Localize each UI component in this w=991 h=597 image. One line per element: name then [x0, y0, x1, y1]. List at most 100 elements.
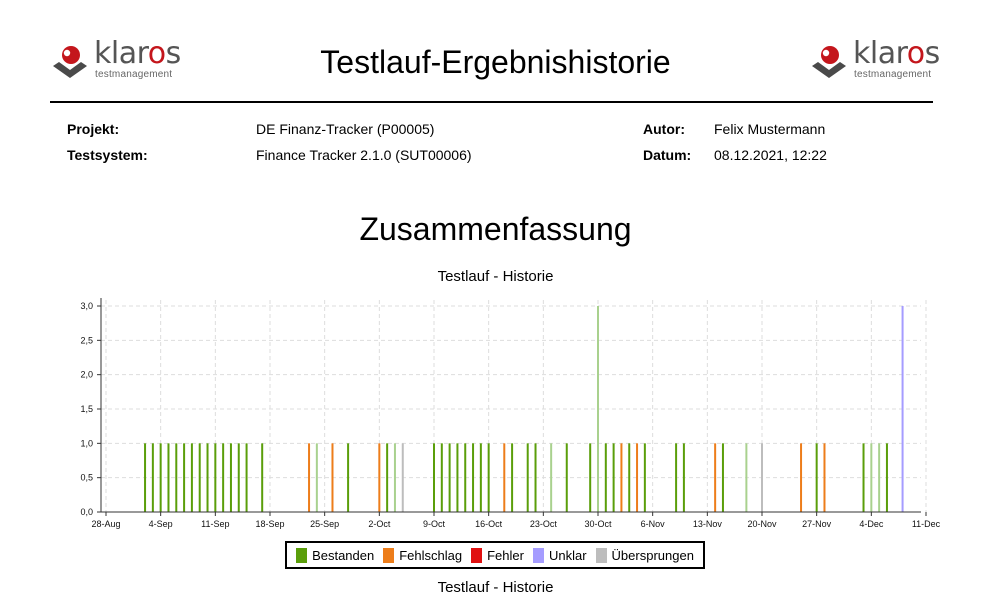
bar-2021-11-05 [643, 443, 646, 512]
logo-subtitle: testmanagement [854, 69, 932, 80]
page-title: Testlauf-Ergebnishistorie [320, 44, 671, 80]
bar-2021-10-18 [503, 443, 506, 512]
klaros-logo-mark-icon [812, 46, 846, 78]
datum-label: Datum: [643, 147, 692, 163]
logo-brand-text: klaros [853, 36, 940, 71]
bar-2021-11-02 [620, 443, 623, 512]
testsystem-value: Finance Tracker 2.1.0 (SUT00006) [256, 147, 472, 163]
bar-2021-09-13 [229, 443, 232, 512]
x-tick-label: 4-Dec [859, 519, 884, 529]
autor-label: Autor: [643, 121, 685, 137]
x-tick-label: 13-Nov [693, 519, 723, 529]
projekt-value: DE Finanz-Tracker (P00005) [256, 121, 435, 137]
bar-2021-10-14 [472, 443, 475, 512]
bar-2021-11-18 [745, 443, 748, 512]
x-tick-label: 11-Dec [912, 519, 941, 529]
chart-axes: 0,0 0,5 1,0 1,5 2,0 2,5 3,0 28-Aug 4-Sep 11-Sep 18… [80, 298, 941, 529]
x-tick-label: 11-Sep [201, 519, 229, 529]
bar-2021-10-22 [534, 443, 537, 512]
bar-2021-09-11 [214, 443, 217, 512]
y-tick-label: 1,5 [80, 404, 93, 414]
y-tick-label: 3,0 [80, 301, 93, 311]
legend-item-unklar: Unklar [532, 547, 587, 563]
bar-2021-11-09 [675, 443, 678, 512]
legend-item-bestanden: Bestanden [296, 547, 375, 563]
bar-2021-09-10 [206, 443, 209, 512]
bar-2021-11-01 [612, 443, 615, 512]
klaros-logo-right: klaros testmanagement [809, 36, 949, 82]
legend-swatch [532, 547, 544, 563]
testsystem-label: Testsystem: [67, 147, 148, 163]
x-tick-label: 30-Oct [584, 519, 612, 529]
bar-2021-09-12 [222, 443, 225, 512]
bar-2021-11-27 [815, 443, 818, 512]
x-tick-label: 25-Sep [310, 519, 339, 529]
bar-2021-09-06 [175, 443, 178, 512]
x-tick-label: 23-Oct [530, 519, 558, 529]
legend-swatch [595, 547, 607, 563]
bar-2021-10-11 [448, 443, 451, 512]
y-tick-label: 0,5 [80, 473, 93, 483]
datum-value: 08.12.2021, 12:22 [714, 147, 827, 163]
bar-2021-09-17 [261, 443, 264, 512]
bar-2021-12-04 [870, 443, 873, 512]
bar-2021-10-12 [456, 443, 459, 512]
bar-2021-09-24 [315, 443, 318, 512]
chart-legend: Bestanden Fehlschlag Fehler Unklar Übers… [285, 541, 705, 569]
bar-2021-12-08 [901, 306, 904, 512]
legend-swatch [471, 547, 483, 563]
bar-2021-10-24 [550, 443, 553, 512]
bar-2021-12-05 [878, 443, 881, 512]
x-tick-label: 16-Oct [475, 519, 503, 529]
bar-2021-10-29 [589, 443, 592, 512]
bar-2021-09-23 [308, 443, 311, 512]
bar-2021-09-28 [347, 443, 350, 512]
y-tick-label: 2,5 [80, 335, 93, 345]
klaros-logo-mark-icon [53, 46, 87, 78]
bar-2021-10-13 [464, 443, 467, 512]
legend-item-uebersprungen: Übersprungen [595, 547, 694, 563]
bar-2021-09-04 [159, 443, 162, 512]
x-tick-label: 6-Nov [641, 519, 666, 529]
bar-2021-11-03 [628, 443, 631, 512]
bar-2021-10-02 [378, 443, 381, 512]
x-tick-label: 20-Nov [747, 519, 777, 529]
bar-2021-09-05 [167, 443, 170, 512]
history-bar-chart: 0,0 0,5 1,0 1,5 2,0 2,5 3,0 28-Aug 4-Sep 11-Sep 18… [80, 298, 941, 529]
x-tick-label: 27-Nov [802, 519, 832, 529]
section-title: Zusammenfassung [359, 211, 632, 247]
legend-item-fehler: Fehler [471, 547, 524, 563]
bar-2021-10-05 [401, 443, 404, 512]
bar-2021-11-15 [721, 443, 724, 512]
legend-label: Bestanden [312, 547, 375, 563]
bar-2021-11-25 [800, 443, 803, 512]
x-tick-label: 9-Oct [423, 519, 446, 529]
bar-2021-09-07 [183, 443, 186, 512]
chart-grid [101, 300, 927, 512]
bar-2021-10-04 [393, 443, 396, 512]
bar-2021-10-09 [433, 443, 435, 512]
logo-brand-text: klaros [94, 36, 181, 71]
legend-label: Übersprungen [611, 547, 694, 563]
logo-subtitle: testmanagement [95, 69, 173, 80]
bar-2021-10-10 [440, 443, 443, 512]
legend-item-fehlschlag: Fehlschlag [383, 547, 462, 563]
bar-2021-11-10 [682, 443, 685, 512]
bar-2021-11-20 [761, 443, 763, 512]
x-tick-label: 2-Oct [368, 519, 391, 529]
y-tick-label: 0,0 [80, 507, 93, 517]
bar-2021-09-15 [245, 443, 248, 512]
y-tick-label: 1,0 [80, 438, 93, 448]
bar-2021-10-30 [597, 306, 599, 512]
bar-2021-12-06 [885, 443, 888, 512]
projekt-label: Projekt: [67, 121, 120, 137]
legend-swatch [383, 547, 395, 563]
x-tick-label: 18-Sep [255, 519, 284, 529]
legend-label: Fehler [487, 547, 524, 563]
bar-2021-11-04 [636, 443, 639, 512]
bar-2021-09-14 [237, 443, 240, 512]
bar-2021-09-09 [198, 443, 201, 512]
bar-2021-09-02 [144, 443, 147, 512]
bar-2021-09-08 [190, 443, 193, 512]
bar-2021-11-28 [823, 443, 826, 512]
